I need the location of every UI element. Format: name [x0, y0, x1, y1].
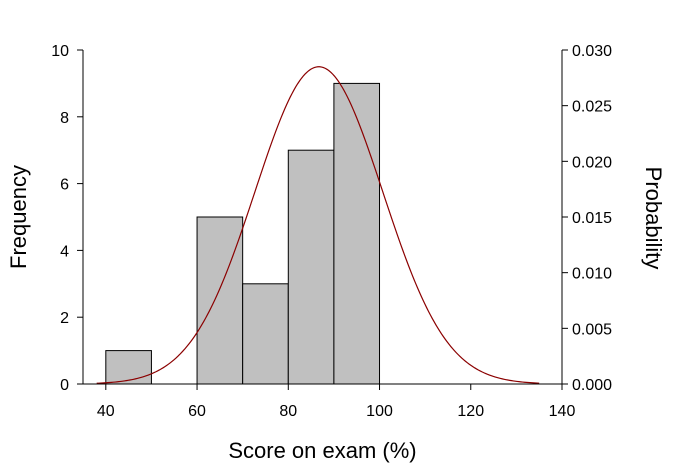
y-tick-label: 10 [51, 43, 69, 60]
y2-tick-label: 0.030 [572, 43, 612, 60]
y2-tick-label: 0.010 [572, 266, 612, 283]
y2-axis-label: Probability [641, 167, 666, 270]
y-tick-label: 0 [60, 377, 69, 394]
y2-tick-label: 0.005 [572, 321, 612, 338]
histogram-bars [105, 82, 381, 385]
histogram-bar [242, 283, 289, 385]
y-axis-ticks: 0 2 4 6 8 10 [51, 43, 83, 394]
y2-tick-label: 0.015 [572, 210, 612, 227]
y-tick-label: 8 [60, 110, 69, 127]
y-tick-label: 4 [60, 243, 69, 260]
x-tick-label: 60 [188, 403, 206, 420]
histogram-bar [105, 350, 152, 385]
x-tick-label: 100 [366, 403, 393, 420]
y-tick-label: 2 [60, 310, 69, 327]
histogram-bar [333, 82, 381, 385]
y2-tick-label: 0.020 [572, 154, 612, 171]
x-axis-ticks: 40 60 80 100 120 140 [97, 384, 576, 420]
x-axis-label: Score on exam (%) [228, 438, 416, 463]
histogram-bar [287, 149, 335, 385]
histogram-bar [196, 216, 244, 385]
y2-tick-label: 0.000 [572, 377, 612, 394]
normal-distribution-curve [96, 66, 540, 384]
x-tick-label: 120 [457, 403, 484, 420]
x-tick-label: 140 [549, 403, 576, 420]
y-tick-label: 6 [60, 177, 69, 194]
y2-tick-label: 0.025 [572, 99, 612, 116]
y2-axis-ticks: 0.000 0.005 0.010 0.015 0.020 0.025 0.030 [562, 43, 612, 394]
x-tick-label: 80 [279, 403, 297, 420]
y-axis-label: Frequency [6, 165, 31, 269]
x-tick-label: 40 [97, 403, 115, 420]
